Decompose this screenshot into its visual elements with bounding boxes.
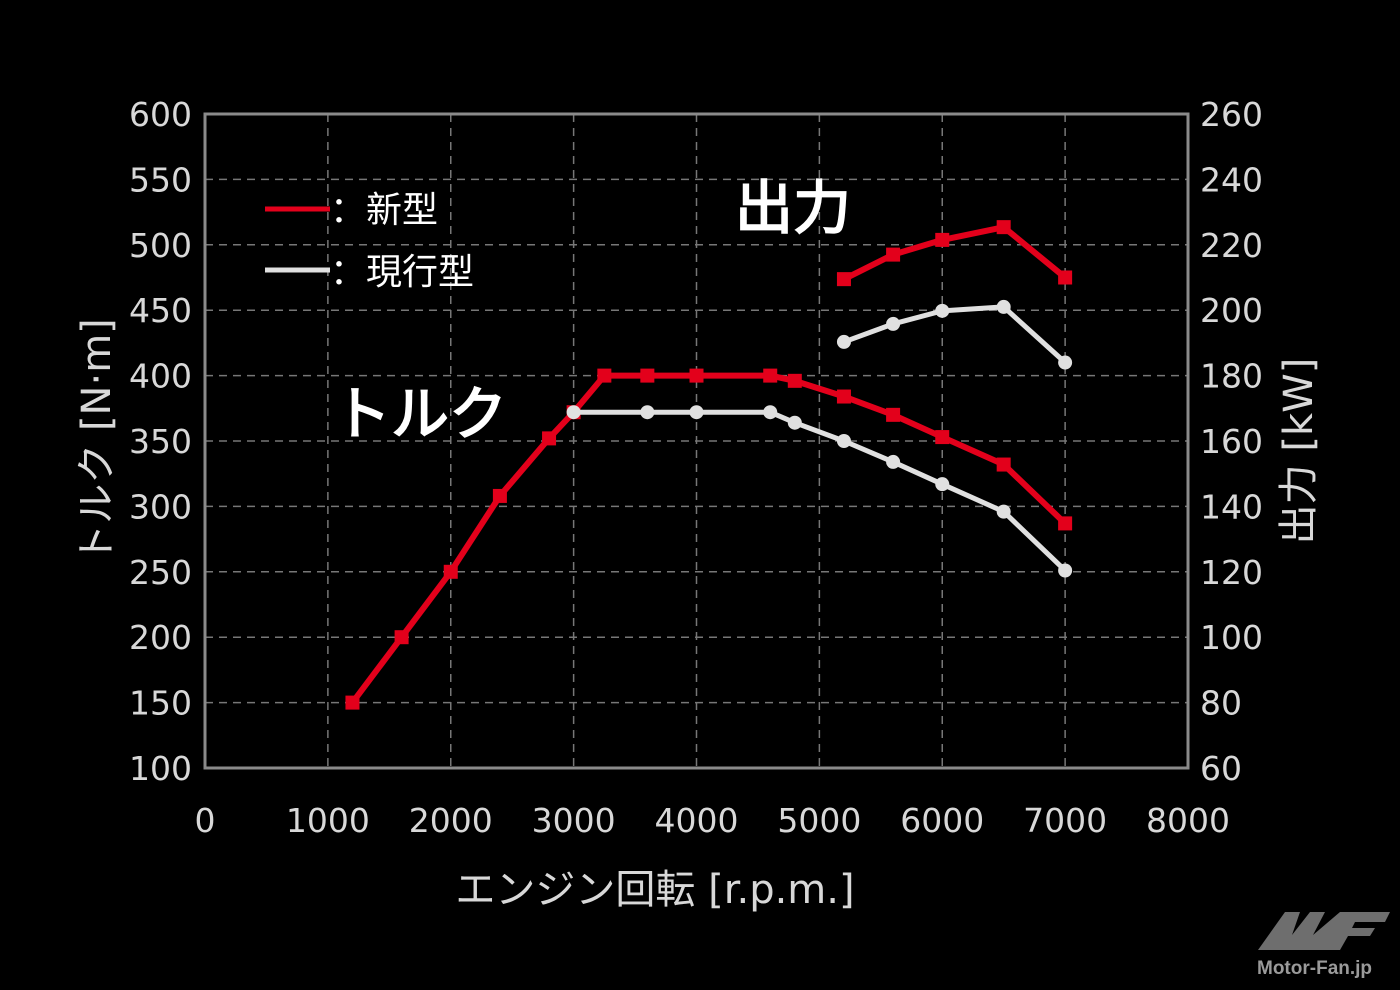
y-tick-label: 200 [129, 618, 192, 657]
y-tick-label: 550 [129, 160, 192, 199]
x-tick-label: 8000 [1146, 801, 1230, 840]
series-line [842, 224, 1068, 282]
data-point [996, 299, 1011, 314]
data-point [996, 220, 1011, 235]
y-axis-title: トルク [N·m] [74, 318, 120, 564]
y-tick-label: 300 [129, 487, 192, 526]
y-tick-label: 350 [129, 422, 192, 461]
plot-frame [203, 112, 1190, 770]
series-3 [836, 299, 1073, 370]
data-point [394, 630, 409, 645]
data-point [1058, 270, 1073, 285]
y2-tick-label: 60 [1200, 749, 1242, 788]
data-point [763, 405, 778, 420]
data-point [886, 247, 901, 262]
data-point [836, 272, 851, 287]
data-point [492, 488, 507, 503]
data-point [640, 368, 655, 383]
data-point [787, 415, 802, 430]
data-point [597, 368, 612, 383]
series-0 [345, 368, 1073, 710]
grid [205, 114, 1188, 768]
y-tick-label: 150 [129, 684, 192, 723]
y2-axis-title: 出力 [kW] [1276, 358, 1322, 545]
logo-text: Motor-Fan.jp [1257, 958, 1372, 979]
data-point [1058, 563, 1073, 578]
data-point [836, 389, 851, 404]
x-tick-label: 3000 [532, 801, 616, 840]
y-tick-label: 250 [129, 553, 192, 592]
data-point [836, 334, 851, 349]
y-tick-label: 100 [129, 749, 192, 788]
x-tick-label: 4000 [655, 801, 739, 840]
data-point [443, 564, 458, 579]
y2-tick-label: 180 [1200, 357, 1263, 396]
data-point [640, 405, 655, 420]
data-point [996, 457, 1011, 472]
power-annotation: 出力 [735, 174, 851, 242]
x-axis-title: エンジン回転 [r.p.m.] [455, 867, 854, 913]
x-tick-label: 1000 [286, 801, 370, 840]
y-tick-label: 450 [129, 291, 192, 330]
data-point [836, 434, 851, 448]
y-tick-label: 600 [129, 95, 192, 134]
data-point [935, 232, 950, 247]
x-tick-label: 0 [195, 801, 216, 840]
data-point [1058, 516, 1073, 531]
data-point [689, 405, 704, 420]
y2-tick-label: 160 [1200, 422, 1263, 461]
data-point [689, 368, 704, 383]
series-2 [836, 220, 1073, 287]
y2-tick-label: 220 [1200, 226, 1263, 265]
series-line [573, 409, 1067, 573]
y2-tick-label: 240 [1200, 160, 1263, 199]
y2-tick-label: 100 [1200, 618, 1263, 657]
x-tick-label: 6000 [900, 801, 984, 840]
data-point [787, 373, 802, 388]
data-point [886, 316, 901, 331]
legend: ：新型 ：現行型 [265, 190, 474, 293]
y2-tick-label: 140 [1200, 487, 1263, 526]
y-tick-label: 500 [129, 226, 192, 265]
x-tick-label: 2000 [409, 801, 493, 840]
motor-fan-logo: Motor-Fan.jp [1257, 912, 1390, 979]
data-point [566, 405, 581, 420]
y2-tick-label: 120 [1200, 553, 1263, 592]
data-point [345, 695, 360, 710]
y-tick-label: 400 [129, 357, 192, 396]
data-point [763, 368, 778, 383]
data-point [935, 303, 950, 318]
y2-tick-label: 200 [1200, 291, 1263, 330]
data-point [1058, 355, 1073, 370]
data-point [996, 504, 1011, 519]
series-1 [566, 405, 1073, 578]
torque-annotation: トルク [333, 380, 507, 448]
legend-label-new: ：新型 [330, 190, 438, 231]
data-point [886, 407, 901, 422]
y2-tick-label: 260 [1200, 95, 1263, 134]
logo-mark [1258, 912, 1390, 950]
x-tick-label: 5000 [777, 801, 861, 840]
data-point [886, 454, 901, 469]
y2-tick-label: 80 [1200, 684, 1242, 723]
legend-label-current: ：現行型 [330, 252, 474, 293]
data-point [542, 431, 557, 446]
data-point [935, 477, 950, 492]
series-line [350, 372, 1068, 705]
data-point [935, 430, 950, 445]
series-line [843, 304, 1067, 365]
x-tick-label: 7000 [1023, 801, 1107, 840]
